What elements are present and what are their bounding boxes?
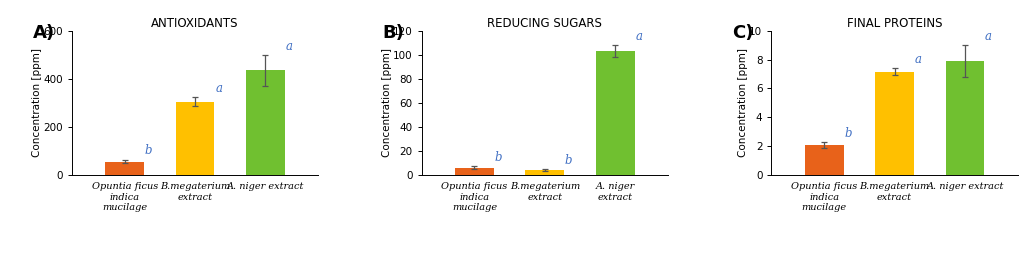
- Bar: [596, 51, 634, 175]
- Title: REDUCING SUGARS: REDUCING SUGARS: [487, 17, 602, 30]
- Bar: [176, 102, 215, 175]
- Y-axis label: Concentration [ppm]: Concentration [ppm]: [738, 48, 748, 157]
- Text: a: a: [915, 53, 922, 66]
- Text: B): B): [382, 24, 404, 42]
- Text: b: b: [844, 127, 852, 140]
- Y-axis label: Concentration [ppm]: Concentration [ppm]: [381, 48, 392, 157]
- Bar: [106, 162, 144, 175]
- Bar: [246, 70, 285, 175]
- Bar: [805, 145, 844, 175]
- Title: FINAL PROTEINS: FINAL PROTEINS: [847, 17, 943, 30]
- Text: C): C): [732, 24, 754, 42]
- Text: b: b: [494, 151, 502, 164]
- Bar: [455, 168, 493, 175]
- Bar: [525, 170, 564, 175]
- Bar: [946, 61, 984, 175]
- Text: a: a: [635, 30, 642, 43]
- Text: a: a: [286, 40, 293, 53]
- Y-axis label: Concentration [ppm]: Concentration [ppm]: [32, 48, 42, 157]
- Text: a: a: [985, 30, 992, 43]
- Title: ANTIOXIDANTS: ANTIOXIDANTS: [151, 17, 238, 30]
- Text: b: b: [145, 144, 152, 158]
- Bar: [875, 72, 914, 175]
- Text: A): A): [33, 24, 54, 42]
- Text: b: b: [565, 154, 573, 167]
- Text: a: a: [215, 82, 222, 95]
